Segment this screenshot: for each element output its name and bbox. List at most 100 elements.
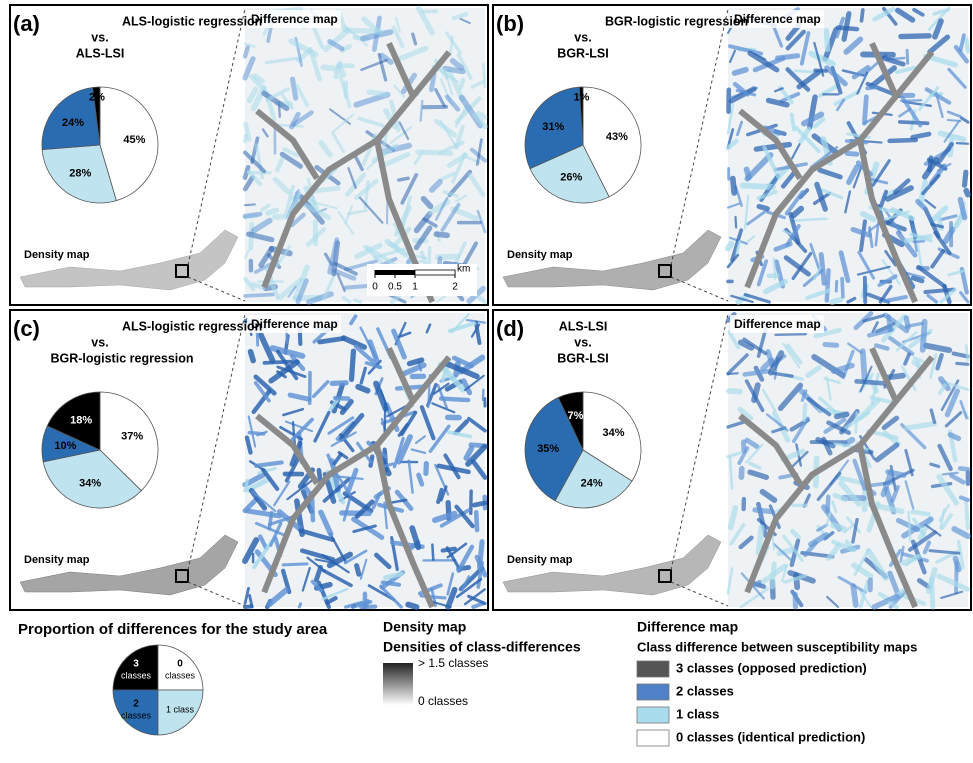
map-streak	[729, 391, 740, 392]
proportion-label: 2	[133, 699, 139, 710]
map-streak	[483, 64, 485, 87]
map-streak	[736, 217, 737, 227]
map-streak	[923, 322, 925, 350]
pie-label: 43%	[606, 131, 628, 143]
panel-title: ALS-LSI	[559, 319, 608, 333]
map-streak	[245, 136, 246, 142]
map-streak	[913, 278, 922, 281]
map-streak	[815, 70, 826, 71]
density-low: 0 classes	[418, 694, 468, 708]
map-streak	[837, 414, 847, 416]
map-streak	[358, 387, 367, 391]
panel-title: vs.	[91, 30, 108, 44]
map-label: Difference map	[251, 12, 338, 26]
map-streak	[888, 472, 904, 475]
map-streak	[950, 435, 958, 439]
map-streak	[268, 210, 276, 213]
pie-label: 34%	[602, 427, 624, 439]
density-label: Density map	[507, 249, 573, 261]
map-streak	[772, 564, 774, 587]
map-streak	[957, 363, 968, 364]
map-streak	[408, 605, 416, 607]
map-streak	[245, 204, 255, 205]
map-streak	[821, 255, 824, 284]
pie-label: 7%	[567, 410, 583, 422]
pie-label: 37%	[121, 430, 143, 442]
panel-title: BGR-logistic regression	[50, 351, 193, 365]
map-streak	[419, 475, 422, 484]
map-streak	[735, 70, 746, 73]
pie-label: 26%	[560, 172, 582, 184]
map-streak	[842, 279, 843, 297]
pie-label: 35%	[537, 443, 559, 455]
legend-title: Difference map	[637, 619, 738, 635]
legend-label: 0 classes (identical prediction)	[676, 729, 865, 744]
pie-label: 2%	[89, 91, 105, 103]
map-streak	[251, 352, 254, 361]
map-streak	[728, 373, 738, 374]
panel-title: BGR-LSI	[557, 46, 608, 60]
map-streak	[929, 158, 931, 170]
map-streak	[845, 440, 852, 444]
proportion-label: classes	[121, 710, 152, 720]
proportion-label: classes	[165, 670, 196, 680]
map-streak	[774, 259, 775, 279]
legend-swatch	[637, 661, 669, 677]
map-streak	[245, 48, 248, 57]
map-streak	[900, 122, 928, 123]
panel-title: ALS-logistic regression	[122, 319, 262, 333]
panel-title: BGR-LSI	[557, 351, 608, 365]
map-streak	[867, 87, 875, 88]
map-streak	[436, 234, 447, 235]
map-streak	[332, 383, 346, 384]
map-streak	[743, 185, 773, 187]
map-streak	[966, 345, 968, 360]
map-streak	[832, 300, 840, 302]
map-streak	[960, 468, 968, 469]
map-streak	[355, 300, 361, 302]
map-streak	[460, 80, 463, 88]
map-streak	[283, 564, 307, 565]
map-streak	[948, 120, 961, 121]
map-streak	[853, 586, 856, 605]
proportion-label: 1 class	[166, 704, 195, 714]
legend-label: 3 classes (opposed prediction)	[676, 660, 867, 675]
map-streak	[913, 134, 929, 137]
map-streak	[825, 344, 837, 345]
pie-label: 24%	[581, 478, 603, 490]
map-streak	[966, 191, 968, 195]
panel-letter: (b)	[496, 11, 524, 36]
scale-tick-label: 0.5	[388, 282, 402, 293]
scale-tick-label: 0	[372, 282, 378, 293]
map-label: Difference map	[251, 317, 338, 331]
map-streak	[913, 512, 929, 514]
legend-title: Density map	[383, 619, 466, 635]
map-streak	[335, 398, 348, 399]
map-streak	[441, 399, 468, 401]
legend-subtitle: Densities of class-differences	[383, 639, 581, 655]
map-streak	[856, 413, 857, 432]
map-streak	[245, 214, 260, 216]
pie-label: 10%	[54, 440, 76, 452]
map-streak	[961, 497, 968, 500]
panel-title: vs.	[574, 30, 591, 44]
map-streak	[864, 97, 866, 123]
legend-title: Proportion of differences for the study …	[18, 621, 328, 638]
map-streak	[293, 79, 296, 98]
proportion-label: classes	[121, 670, 152, 680]
legend-label: 1 class	[676, 706, 719, 721]
map-streak	[410, 360, 422, 363]
map-streak	[339, 66, 343, 74]
map-streak	[754, 385, 758, 400]
map-streak	[957, 143, 968, 144]
map-streak	[320, 339, 344, 342]
panel-title: ALS-logistic regression	[122, 14, 262, 28]
density-high: > 1.5 classes	[418, 656, 488, 670]
legend-swatch	[637, 730, 669, 746]
map-streak	[792, 115, 794, 130]
map-streak	[755, 510, 772, 512]
density-label: Density map	[24, 554, 90, 566]
density-gradient	[383, 663, 413, 705]
map-streak	[480, 542, 483, 568]
map-streak	[768, 352, 772, 364]
